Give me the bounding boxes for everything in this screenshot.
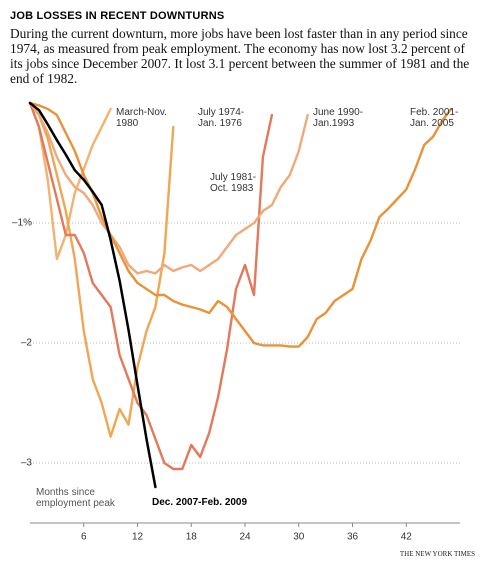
series-label: Dec. 2007-Feb. 2009 [152, 497, 248, 508]
x-tick-label: 30 [293, 532, 305, 543]
x-tick-label: 18 [186, 532, 198, 543]
x-tick-label: 6 [81, 532, 87, 543]
series-line [28, 101, 112, 261]
x-tick-label: 24 [239, 532, 251, 543]
series-line [28, 101, 274, 471]
y-tick-label: –2 [21, 338, 33, 349]
series-line [28, 101, 175, 438]
x-tick-label: 36 [347, 532, 359, 543]
series-label: Feb. 2001- Jan. 2005 [410, 107, 459, 129]
x-axis-label: Months since employment peak [36, 487, 115, 509]
y-tick-label: –1% [12, 218, 32, 229]
series-label: July 1974- Jan. 1976 [198, 107, 245, 129]
x-tick-label: 12 [132, 532, 144, 543]
y-tick-label: –3 [21, 458, 33, 469]
chart-title: JOB LOSSES IN RECENT DOWNTURNS [10, 10, 225, 22]
series-line [28, 101, 157, 489]
series-line [28, 101, 309, 275]
series-label: July 1981- Oct. 1983 [210, 172, 257, 194]
chart-subtitle: During the current downturn, more jobs h… [10, 26, 470, 86]
series-label: March-Nov. 1980 [116, 107, 167, 129]
source: THE NEW YORK TIMES [399, 550, 475, 558]
x-tick-label: 42 [401, 532, 413, 543]
series-label: June 1990- Jan.1993 [313, 107, 364, 129]
series-line [28, 101, 453, 348]
